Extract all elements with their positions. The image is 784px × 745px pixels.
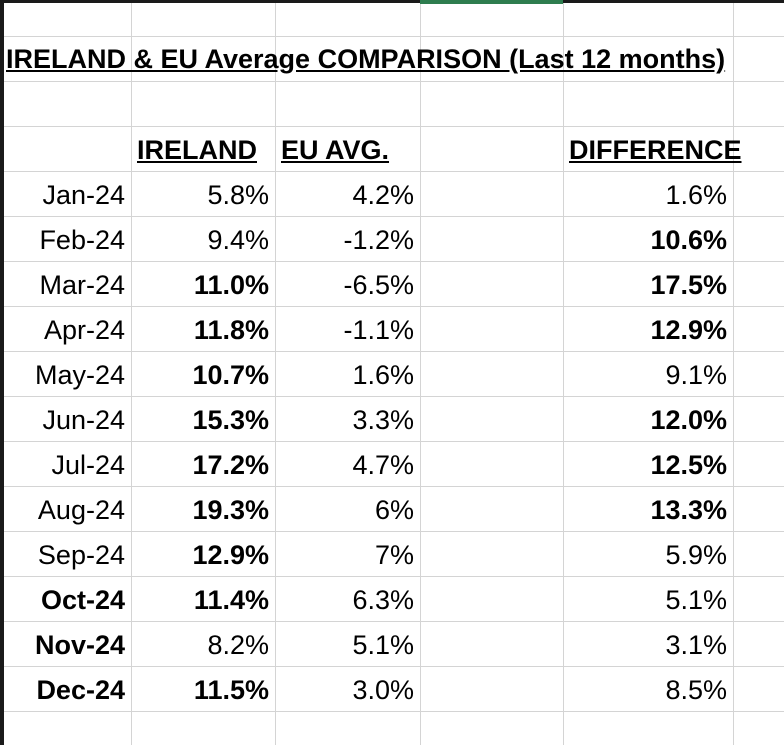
eu-value-cell[interactable]: -1.1% (343, 315, 414, 345)
row-divider (0, 36, 784, 37)
row-divider (0, 126, 784, 127)
row-divider (0, 396, 784, 397)
ireland-value-cell[interactable]: 11.5% (193, 675, 269, 705)
ireland-value-cell[interactable]: 17.2% (192, 450, 269, 480)
ireland-value-cell[interactable]: 11.4% (193, 585, 269, 615)
ireland-value-cell[interactable]: 15.3% (192, 405, 269, 435)
ireland-value-cell[interactable]: 10.7% (192, 360, 269, 390)
column-divider (131, 0, 132, 745)
difference-value-cell[interactable]: 12.9% (650, 315, 727, 345)
eu-value-cell[interactable]: 7% (374, 540, 414, 570)
difference-value-cell[interactable]: 13.3% (650, 495, 727, 525)
eu-value-cell[interactable]: 5.1% (352, 630, 414, 660)
window-top-edge (0, 0, 784, 3)
ireland-value-cell[interactable]: 8.2% (207, 630, 269, 660)
sheet-title[interactable]: IRELAND & EU Average COMPARISON (Last 12… (6, 44, 726, 74)
month-cell[interactable]: Jul-24 (51, 450, 125, 480)
row-divider (0, 171, 784, 172)
month-cell[interactable]: Nov-24 (34, 630, 125, 660)
eu-value-cell[interactable]: -1.2% (343, 225, 414, 255)
row-divider (0, 81, 784, 82)
header-eu-avg[interactable]: EU AVG. (281, 135, 390, 165)
ireland-value-cell[interactable]: 11.0% (193, 270, 269, 300)
row-divider (0, 351, 784, 352)
month-cell[interactable]: May-24 (34, 360, 125, 390)
eu-value-cell[interactable]: 4.2% (352, 180, 414, 210)
window-left-edge (0, 0, 4, 745)
difference-value-cell[interactable]: 8.5% (665, 675, 727, 705)
row-divider (0, 441, 784, 442)
row-divider (0, 666, 784, 667)
header-difference[interactable]: DIFFERENCE (569, 135, 742, 165)
month-cell[interactable]: Apr-24 (43, 315, 125, 345)
header-ireland[interactable]: IRELAND (137, 135, 257, 165)
difference-value-cell[interactable]: 3.1% (665, 630, 727, 660)
month-cell[interactable]: Dec-24 (36, 675, 125, 705)
eu-value-cell[interactable]: 3.3% (352, 405, 414, 435)
month-cell[interactable]: Jan-24 (42, 180, 125, 210)
row-divider (0, 306, 784, 307)
month-cell[interactable]: Sep-24 (37, 540, 125, 570)
row-divider (0, 531, 784, 532)
selected-column-indicator (420, 0, 563, 4)
month-cell[interactable]: Oct-24 (40, 585, 125, 615)
month-cell[interactable]: Aug-24 (37, 495, 125, 525)
difference-value-cell[interactable]: 5.9% (665, 540, 727, 570)
eu-value-cell[interactable]: 1.6% (352, 360, 414, 390)
ireland-value-cell[interactable]: 5.8% (207, 180, 269, 210)
column-divider (420, 0, 421, 745)
ireland-value-cell[interactable]: 12.9% (192, 540, 269, 570)
difference-value-cell[interactable]: 12.0% (650, 405, 727, 435)
month-cell[interactable]: Mar-24 (39, 270, 125, 300)
eu-value-cell[interactable]: 4.7% (352, 450, 414, 480)
difference-value-cell[interactable]: 17.5% (650, 270, 727, 300)
eu-value-cell[interactable]: 3.0% (352, 675, 414, 705)
ireland-value-cell[interactable]: 19.3% (192, 495, 269, 525)
ireland-value-cell[interactable]: 9.4% (207, 225, 269, 255)
ireland-value-cell[interactable]: 11.8% (193, 315, 269, 345)
difference-value-cell[interactable]: 10.6% (650, 225, 727, 255)
eu-value-cell[interactable]: 6% (374, 495, 414, 525)
eu-value-cell[interactable]: 6.3% (352, 585, 414, 615)
row-divider (0, 486, 784, 487)
row-divider (0, 621, 784, 622)
row-divider (0, 711, 784, 712)
row-divider (0, 576, 784, 577)
column-divider (275, 0, 276, 745)
difference-value-cell[interactable]: 1.6% (665, 180, 727, 210)
column-divider (733, 0, 734, 745)
month-cell[interactable]: Feb-24 (39, 225, 125, 255)
month-cell[interactable]: Jun-24 (42, 405, 125, 435)
difference-value-cell[interactable]: 5.1% (665, 585, 727, 615)
difference-value-cell[interactable]: 9.1% (665, 360, 727, 390)
row-divider (0, 261, 784, 262)
column-divider (563, 0, 564, 745)
difference-value-cell[interactable]: 12.5% (650, 450, 727, 480)
row-divider (0, 216, 784, 217)
eu-value-cell[interactable]: -6.5% (343, 270, 414, 300)
